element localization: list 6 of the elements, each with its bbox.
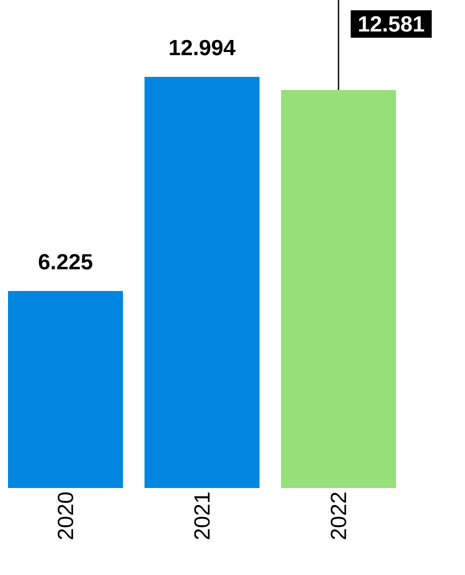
annotation: 12.581 [359, 16, 424, 32]
x-tick-label: 2020 [58, 492, 74, 540]
x-tick-label: 2021 [194, 492, 210, 540]
x-tick-label: 2022 [330, 492, 346, 540]
data-label: 12.994 [170, 40, 236, 56]
data-label: 6.225 [38, 254, 92, 270]
